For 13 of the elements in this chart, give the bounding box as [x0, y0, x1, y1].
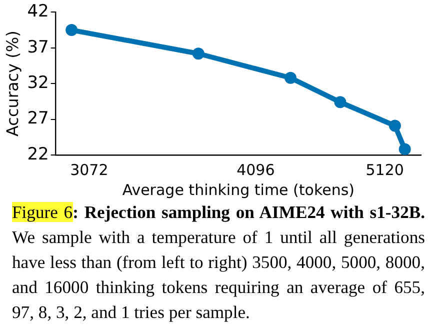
x-tick-label: 3072 — [70, 160, 108, 179]
caption: Figure 6 — [12, 202, 73, 222]
text: : Rejection sampling on AIME24 with s1-32B. — [72, 202, 425, 222]
x-tick-label: 5120 — [366, 160, 404, 179]
x-tick-label: 4096 — [236, 160, 275, 179]
y-tick-label: 27 — [27, 108, 49, 129]
x-axis-title: Average thinking time (tokens) — [122, 180, 355, 199]
y-tick-label: 42 — [27, 2, 49, 22]
y-tick-label: 22 — [27, 144, 49, 164]
y-axis-title: Accuracy (%) — [2, 30, 22, 137]
text: We sample with a temperature of 1 until all generations have less than (from left to right) 3500, 4000, 5000, 8000, and 16000 thinking tokens requiring an average of 655, 97, 8, 3, 2, and 1 tries per sample. — [12, 227, 425, 322]
y-tick-label: 32 — [27, 73, 49, 94]
y-tick-label: 37 — [27, 37, 49, 58]
